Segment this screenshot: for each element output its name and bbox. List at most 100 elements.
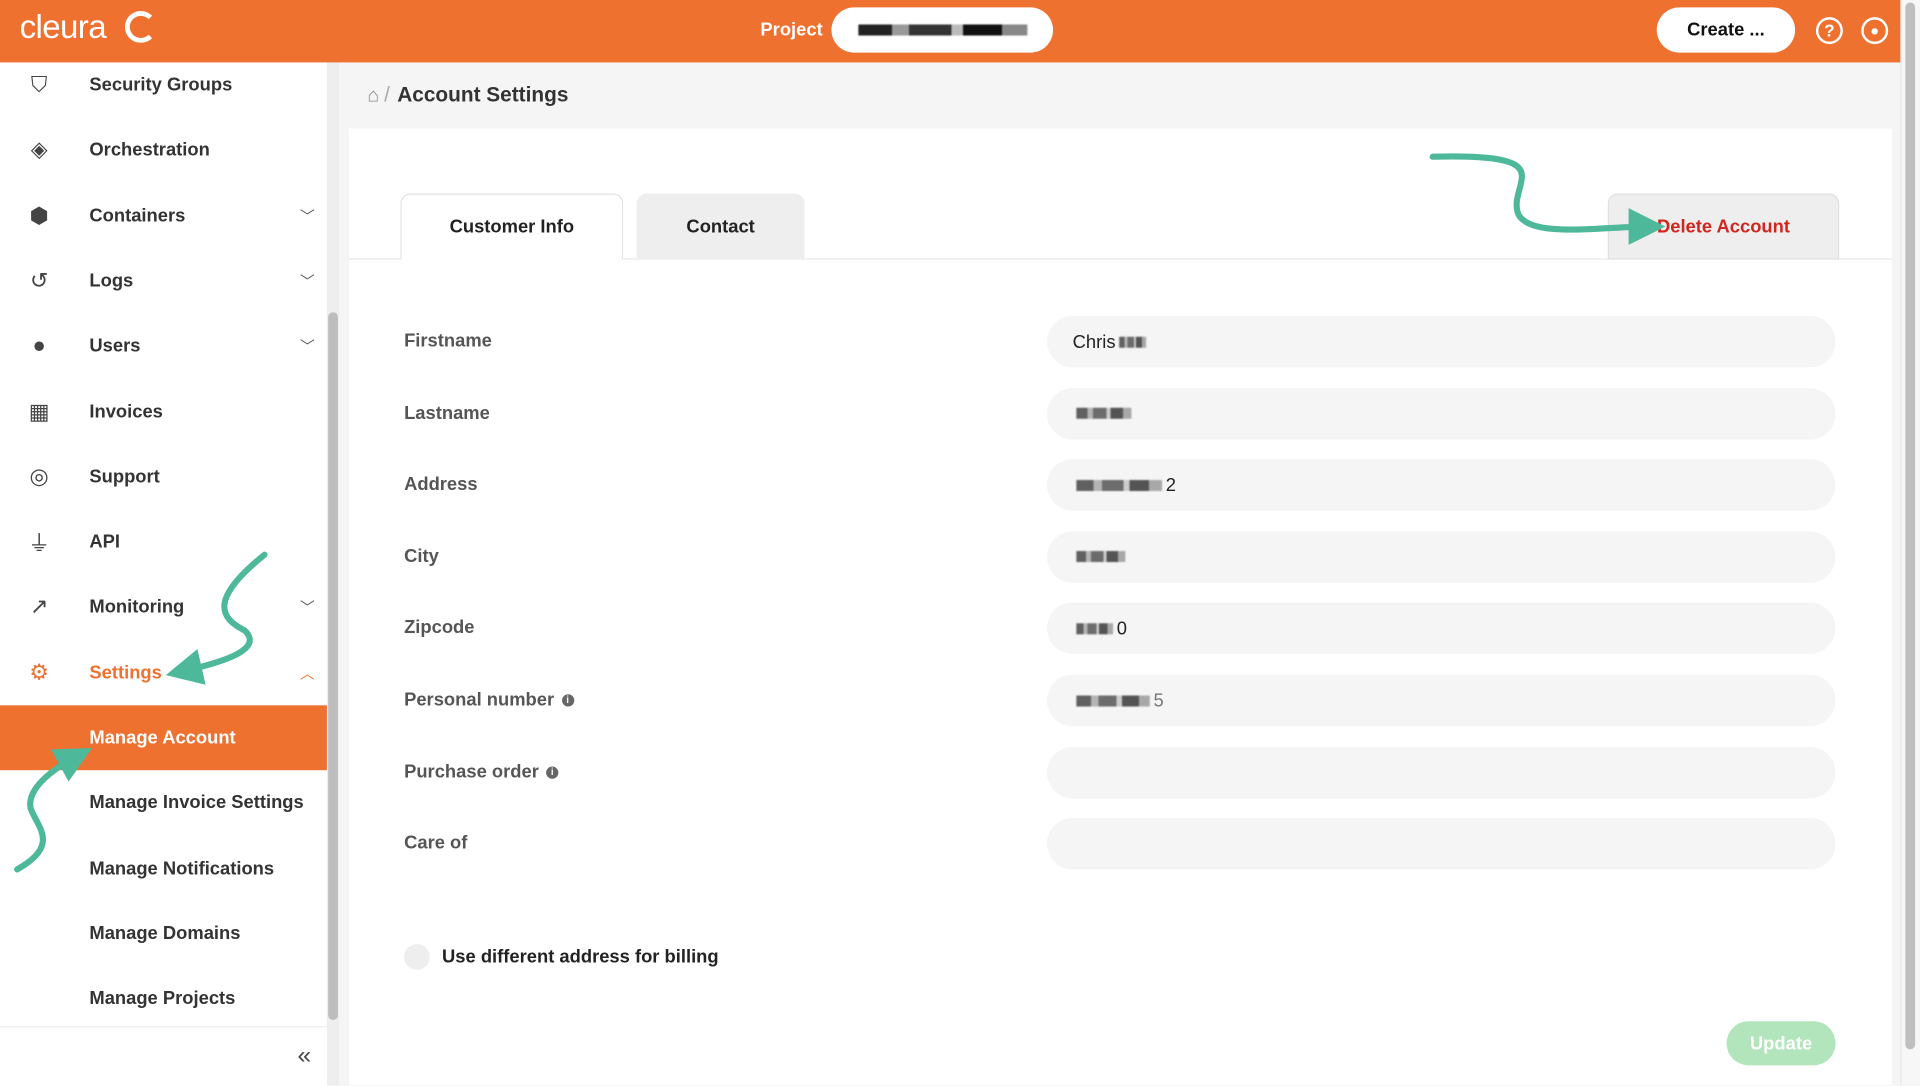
redacted-text	[1076, 407, 1132, 419]
field-value: 5	[1153, 690, 1164, 711]
redacted-text	[1076, 694, 1150, 706]
tab-divider	[348, 258, 1892, 260]
billing-address-checkbox[interactable]	[404, 944, 430, 970]
sidebar-item-monitoring[interactable]: ↗ Monitoring ﹀	[0, 575, 327, 640]
zipcode-label: Zipcode	[404, 618, 474, 639]
sidebar-item-settings[interactable]: ⚙ Settings ︿	[0, 640, 327, 705]
purchase-order-label: Purchase order i	[404, 761, 559, 782]
breadcrumb-separator: /	[384, 83, 390, 107]
field-value: 0	[1116, 618, 1127, 640]
sidebar-item-label: Users	[89, 335, 141, 357]
firstname-label: Firstname	[404, 331, 492, 352]
zipcode-input[interactable]: 0	[1046, 602, 1836, 655]
sidebar-item-containers[interactable]: ⬢ Containers ﹀	[0, 183, 327, 248]
care-of-input[interactable]	[1046, 818, 1836, 870]
address-input[interactable]: 2	[1046, 459, 1836, 511]
sidebar-subitem-label: Manage Domains	[89, 923, 241, 944]
city-input[interactable]	[1046, 531, 1836, 583]
info-icon[interactable]: i	[546, 766, 559, 779]
purchase-order-input[interactable]	[1046, 746, 1836, 798]
billing-address-label[interactable]: Use different address for billing	[442, 946, 719, 968]
sidebar-item-security-groups[interactable]: ⛉ Security Groups	[0, 53, 327, 118]
sidebar-scrollbar-thumb[interactable]	[328, 312, 338, 1021]
orchestration-icon: ◈	[30, 137, 48, 162]
page-scrollbar-thumb[interactable]	[1905, 2, 1916, 1050]
sidebar-item-users[interactable]: ● Users ﹀	[0, 314, 327, 379]
sidebar-item-api[interactable]: ⏚ API	[0, 510, 327, 575]
info-icon[interactable]: i	[561, 694, 574, 707]
sidebar-item-label: Orchestration	[89, 139, 210, 161]
tab-customer-info[interactable]: Customer Info	[400, 193, 624, 260]
box-icon: ⬢	[29, 202, 49, 228]
home-icon[interactable]: ⌂	[367, 85, 380, 107]
breadcrumb: ⌂ / Account Settings	[367, 83, 568, 107]
sidebar-item-label: Containers	[89, 205, 186, 227]
chevron-down-icon[interactable]: ﹀	[300, 599, 315, 617]
redacted-project-name	[858, 24, 1028, 36]
history-icon: ↺	[29, 268, 49, 293]
tab-contact[interactable]: Contact	[636, 193, 805, 260]
sidebar-item-label: Logs	[89, 270, 134, 292]
breadcrumb-current: Account Settings	[397, 83, 569, 107]
field-label-text: Purchase order	[404, 761, 539, 782]
personal-number-input[interactable]: 5	[1046, 674, 1836, 727]
question-circle-icon[interactable]: ?	[1815, 17, 1843, 45]
top-bar: cleura Project Create ... ? ●	[0, 0, 1901, 63]
sidebar-subitem-label: Manage Invoice Settings	[89, 792, 304, 814]
create-button[interactable]: Create ...	[1656, 7, 1796, 53]
field-label-text: City	[404, 545, 439, 567]
project-selector[interactable]	[831, 7, 1054, 53]
redacted-text	[1076, 623, 1114, 635]
user-icon: ●	[32, 333, 46, 358]
field-label-text: Personal number	[404, 689, 555, 711]
lastname-input[interactable]	[1046, 387, 1836, 440]
cleura-logo[interactable]: cleura	[19, 8, 107, 46]
project-label: Project	[760, 19, 823, 41]
update-button[interactable]: Update	[1726, 1021, 1836, 1066]
lastname-label: Lastname	[404, 402, 490, 423]
collapse-sidebar-button[interactable]: «	[0, 1026, 327, 1086]
sidebar-item-label: Support	[89, 466, 160, 488]
sidebar-item-label: Security Groups	[89, 74, 233, 96]
sidebar-item-label: Invoices	[89, 401, 163, 422]
chevron-down-icon[interactable]: ﹀	[300, 272, 315, 291]
sidebar-subitem-manage-invoice-settings[interactable]: Manage Invoice Settings	[0, 771, 327, 836]
redacted-text	[1119, 336, 1147, 348]
sidebar-item-label: Settings	[89, 662, 162, 683]
sidebar-item-invoices[interactable]: ▦ Invoices	[0, 379, 327, 444]
sidebar-subitem-manage-notifications[interactable]: Manage Notifications	[0, 836, 327, 901]
chevron-down-icon[interactable]: ﹀	[300, 338, 315, 356]
field-value: 2	[1165, 474, 1176, 496]
gear-icon: ⚙	[29, 659, 50, 685]
redacted-text	[1076, 551, 1126, 563]
sidebar-subitem-manage-domains[interactable]: Manage Domains	[0, 901, 327, 966]
chevron-down-icon[interactable]: ﹀	[300, 207, 315, 225]
calculator-icon: ▦	[28, 398, 50, 424]
sidebar-subitem-manage-account[interactable]: Manage Account	[0, 705, 327, 771]
sidebar-item-orchestration[interactable]: ◈ Orchestration	[0, 118, 327, 183]
firstname-input[interactable]: Chris	[1046, 315, 1836, 368]
chevron-up-icon[interactable]: ︿	[300, 664, 315, 682]
sidebar-subitem-label: Manage Account	[89, 727, 236, 749]
sidebar-item-logs[interactable]: ↺ Logs ﹀	[0, 248, 327, 313]
delete-account-tab[interactable]: Delete Account	[1607, 193, 1840, 260]
chart-line-icon: ↗	[29, 594, 49, 619]
field-label-text: Zipcode	[404, 617, 475, 639]
sidebar-subitem-manage-projects[interactable]: Manage Projects	[0, 966, 327, 1031]
plug-icon: ⏚	[28, 530, 51, 556]
shield-icon: ⛉	[30, 72, 48, 97]
field-label-text: Firstname	[404, 330, 492, 352]
personal-number-label: Personal number i	[404, 689, 574, 710]
user-circle-icon[interactable]: ●	[1861, 17, 1889, 45]
care-of-label: Care of	[404, 833, 467, 854]
field-label-text: Lastname	[404, 402, 490, 424]
sidebar-subitem-label: Manage Notifications	[89, 857, 275, 879]
sidebar-item-label: Monitoring	[89, 596, 185, 618]
address-label: Address	[404, 474, 478, 495]
field-value: Chris	[1072, 331, 1116, 353]
city-label: City	[404, 546, 439, 567]
sidebar-item-support[interactable]: ◎ Support	[0, 444, 327, 509]
field-label-text: Care of	[404, 832, 468, 854]
lifebuoy-icon: ◎	[29, 463, 49, 489]
logo-mark-icon	[124, 11, 157, 43]
